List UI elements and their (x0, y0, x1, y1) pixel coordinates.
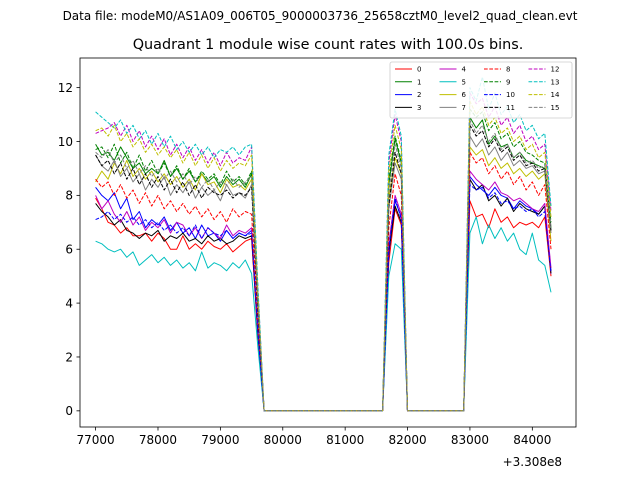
y-tick-label: 8 (65, 189, 73, 203)
legend-entry-8: 8 (484, 66, 510, 74)
series-line-15 (95, 119, 552, 412)
y-tick-label: 4 (65, 296, 73, 310)
legend-entry-12: 12 (528, 66, 560, 74)
legend-label: 12 (551, 66, 560, 74)
series-line-3 (95, 178, 552, 412)
y-tick-label: 2 (65, 350, 73, 364)
legend-entry-2: 2 (395, 91, 421, 99)
legend-entry-3: 3 (395, 104, 421, 112)
legend-label: 3 (417, 104, 421, 112)
legend-entry-6: 6 (439, 91, 467, 99)
series-line-11 (95, 124, 552, 412)
legend-label: 15 (551, 104, 560, 112)
legend-label: 6 (462, 91, 467, 99)
legend-label: 11 (506, 104, 515, 112)
axes-frame (79, 57, 577, 428)
chart-title: Quadrant 1 module wise count rates with … (133, 37, 524, 53)
legend-entry-15: 15 (528, 104, 560, 112)
legend-entry-7: 7 (439, 104, 466, 112)
legend-entry-5: 5 (439, 78, 466, 86)
plot-area (95, 76, 552, 412)
series-line-9 (95, 108, 552, 412)
legend-entry-11: 11 (484, 104, 515, 112)
axes: 77000 78000 79000 80000 81000 82000 83000 84000… (58, 57, 577, 447)
legend-entry-0: 0 (395, 66, 421, 74)
y-tick-label: 10 (58, 135, 73, 149)
y-tick-label: 6 (65, 243, 73, 257)
legend-entry-4: 4 (439, 66, 467, 74)
legend-label: 1 (417, 78, 421, 86)
legend-entry-13: 13 (528, 78, 560, 86)
series-line-5 (95, 216, 552, 412)
legend-box (389, 61, 573, 119)
legend-label: 0 (417, 66, 421, 74)
x-axis-offset-label: +3.308e8 (503, 455, 562, 469)
x-tick-label: 82000 (388, 433, 426, 447)
series-line-10 (95, 184, 552, 412)
series-line-14 (95, 100, 552, 412)
legend-label: 9 (506, 78, 510, 86)
legend-entry-14: 14 (528, 91, 560, 99)
legend-label: 8 (506, 66, 510, 74)
legend-entry-9: 9 (484, 78, 510, 86)
legend-label: 10 (506, 91, 515, 99)
y-tick-label: 0 (65, 404, 73, 418)
x-tick-label: 81000 (326, 433, 364, 447)
series-line-12 (95, 92, 552, 412)
x-tick-label: 84000 (513, 433, 551, 447)
x-tick-label: 80000 (264, 433, 302, 447)
series-lines (95, 76, 552, 412)
legend-label: 13 (551, 78, 560, 86)
x-tick-label: 78000 (139, 433, 177, 447)
legend-label: 7 (462, 104, 466, 112)
x-tick-label: 83000 (451, 433, 489, 447)
series-line-7 (95, 135, 552, 412)
figure-suptitle: Data file: modeM0/AS1A09_006T05_90000037… (63, 9, 578, 23)
legend-entry-10: 10 (484, 91, 515, 99)
x-tick-label: 77000 (77, 433, 115, 447)
x-tick-label: 79000 (201, 433, 239, 447)
legend-entry-1: 1 (395, 78, 421, 86)
series-line-6 (95, 146, 552, 412)
legend-label: 14 (551, 91, 560, 99)
legend-label: 4 (462, 66, 467, 74)
series-line-8 (95, 151, 552, 412)
y-tick-label: 12 (58, 81, 73, 95)
legend-label: 5 (462, 78, 466, 86)
series-line-4 (95, 170, 552, 412)
legend-label: 2 (417, 91, 421, 99)
